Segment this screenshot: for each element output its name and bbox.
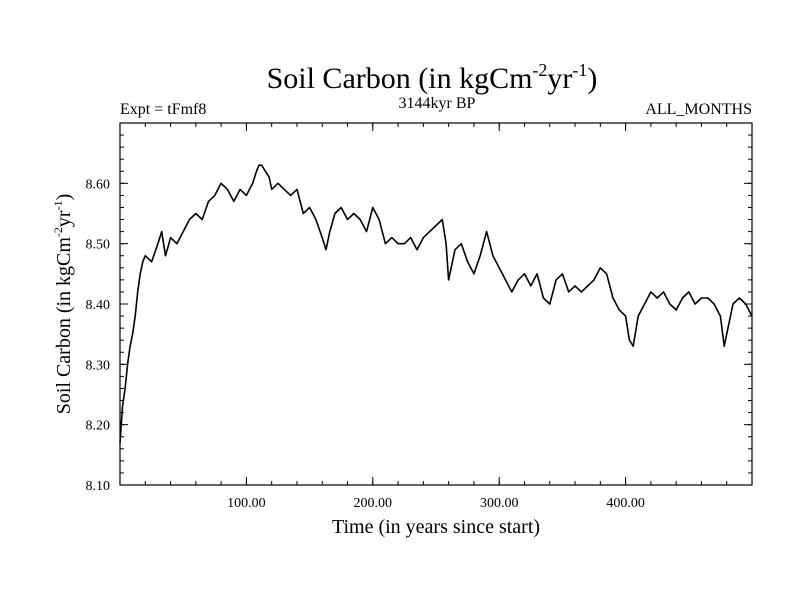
x-axis: 100.00 200.00 300.00 400.00 [144,123,728,511]
y-axis: 8.10 8.20 8.30 8.40 8.50 8.60 [86,122,752,494]
x-tick-label: 200.00 [354,496,393,511]
y-axis-title: Soil Carbon (in kgCm-2yr-1) [51,194,75,415]
expt-label: Expt = tFmf8 [120,101,206,118]
series-line [119,164,753,443]
y-tick-label: 8.20 [86,419,111,434]
y-tick-label: 8.10 [86,479,111,494]
chart-title: Soil Carbon (in kgCm-2yr-1) [267,60,598,95]
y-tick-label: 8.60 [86,177,111,192]
y-tick-label: 8.30 [86,358,111,373]
x-axis-title: Time (in years since start) [332,516,540,538]
center-label: 3144kyr BP [399,95,476,112]
y-tick-label: 8.40 [86,298,111,313]
x-tick-label: 300.00 [480,496,519,511]
x-tick-label: 400.00 [606,496,645,511]
x-tick-label: 100.00 [227,496,266,511]
series-layer [119,164,753,443]
y-tick-label: 8.50 [86,238,111,253]
plot-frame [119,122,753,486]
right-label: ALL_MONTHS [645,101,752,118]
